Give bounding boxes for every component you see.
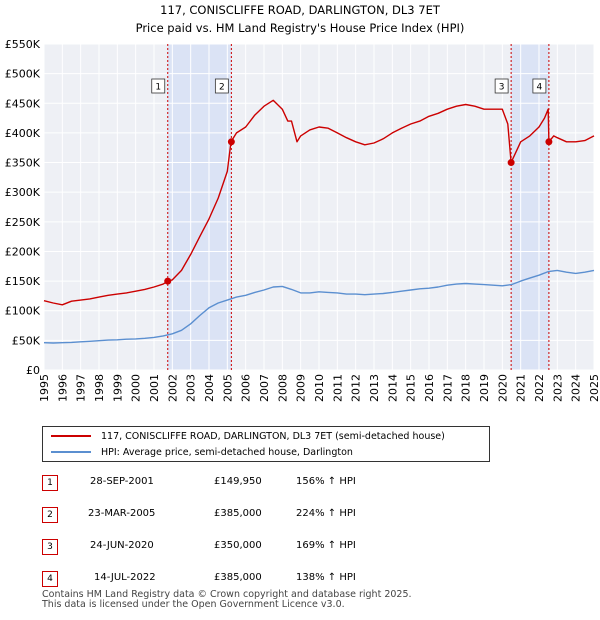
transaction-marker-label-4: 4 (537, 83, 543, 93)
y-tick-label: £400K (5, 127, 41, 140)
x-tick-label: 2023 (551, 374, 564, 402)
legend-swatch-hpi (51, 451, 91, 453)
x-tick-label: 2000 (130, 374, 143, 402)
shaded-range-2 (511, 44, 549, 370)
chart-subtitle: Price paid vs. HM Land Registry's House … (136, 21, 465, 35)
x-tick-label: 2017 (441, 374, 454, 402)
x-tick-label: 2012 (350, 374, 363, 402)
transaction-marker-label-3: 3 (499, 83, 505, 93)
x-tick-label: 2002 (166, 374, 179, 402)
x-tick-label: 2009 (295, 374, 308, 402)
legend-label-property: 117, CONISCLIFFE ROAD, DARLINGTON, DL3 7… (101, 430, 445, 442)
table-row: 1 28-SEP-2001 £149,950 156% ↑ HPI (42, 475, 442, 495)
series-line-property (43, 99, 595, 306)
transaction-number: 2 (42, 507, 58, 523)
x-tick-label: 1997 (75, 374, 88, 402)
x-tick-label: 2010 (313, 374, 326, 402)
transaction-date: 14-JUL-2022 (94, 572, 156, 583)
footer: Contains HM Land Registry data © Crown c… (42, 590, 412, 610)
x-tick-label: 1996 (56, 374, 69, 402)
x-tick-label: 2003 (185, 374, 198, 402)
x-tick-label: 1999 (111, 374, 124, 402)
x-tick-label: 2020 (496, 374, 509, 402)
x-tick-label: 2007 (258, 374, 271, 402)
legend-label-hpi: HPI: Average price, semi-detached house,… (101, 446, 353, 458)
price-chart: 117, CONISCLIFFE ROAD, DARLINGTON, DL3 7… (5, 3, 600, 402)
x-tick-label: 2006 (240, 374, 253, 402)
transaction-point-3 (507, 159, 515, 167)
transaction-number: 4 (42, 571, 58, 587)
transaction-price: £350,000 (214, 540, 262, 551)
x-tick-label: 2021 (515, 374, 528, 402)
y-tick-label: £250K (5, 216, 41, 229)
legend: 117, CONISCLIFFE ROAD, DARLINGTON, DL3 7… (42, 426, 490, 462)
y-tick-label: £50K (12, 334, 41, 347)
legend-item-property: 117, CONISCLIFFE ROAD, DARLINGTON, DL3 7… (51, 429, 445, 443)
x-tick-label: 2015 (405, 374, 418, 402)
x-tick-label: 1998 (93, 374, 106, 402)
transaction-price: £385,000 (214, 508, 262, 519)
table-row: 2 23-MAR-2005 £385,000 224% ↑ HPI (42, 507, 442, 527)
transaction-price: £149,950 (214, 476, 262, 487)
transaction-marker-box-4 (532, 78, 547, 94)
transaction-point-1 (164, 277, 172, 285)
x-tick-label: 2019 (478, 374, 491, 402)
x-tick-label: 2011 (331, 374, 344, 402)
transaction-number: 1 (42, 475, 58, 491)
transaction-marker-box-2 (214, 78, 229, 94)
y-tick-label: £500K (5, 68, 41, 81)
legend-swatch-property (51, 435, 91, 437)
footer-licence: This data is licensed under the Open Gov… (42, 599, 345, 610)
transaction-hpi: 169% ↑ HPI (296, 540, 356, 551)
x-tick-label: 2018 (460, 374, 473, 402)
transaction-hpi: 138% ↑ HPI (296, 572, 356, 583)
chart-title: 117, CONISCLIFFE ROAD, DARLINGTON, DL3 7… (160, 3, 441, 17)
transaction-hpi: 156% ↑ HPI (296, 476, 356, 487)
y-tick-label: £450K (5, 97, 41, 110)
transaction-date: 24-JUN-2020 (90, 540, 154, 551)
x-tick-label: 2013 (368, 374, 381, 402)
legend-item-hpi: HPI: Average price, semi-detached house,… (51, 445, 353, 459)
y-tick-label: £0 (26, 364, 40, 377)
y-tick-label: £200K (5, 245, 41, 258)
transaction-date: 28-SEP-2001 (90, 476, 154, 487)
x-tick-label: 2024 (570, 374, 583, 402)
y-tick-label: £350K (5, 157, 41, 170)
y-tick-label: £150K (5, 275, 41, 288)
transaction-marker-label-1: 1 (155, 83, 161, 93)
x-tick-label: 2005 (221, 374, 234, 402)
table-row: 4 14-JUL-2022 £385,000 138% ↑ HPI (42, 571, 442, 591)
series-line-hpi (43, 269, 595, 344)
transaction-marker-box-1 (151, 78, 166, 94)
y-tick-label: £550K (5, 38, 41, 51)
x-tick-label: 2004 (203, 374, 216, 402)
transaction-date: 23-MAR-2005 (88, 508, 156, 519)
x-tick-label: 2008 (276, 374, 289, 402)
footer-copyright: Contains HM Land Registry data © Crown c… (42, 589, 412, 600)
transaction-marker-label-2: 2 (219, 83, 225, 93)
x-tick-label: 2014 (386, 374, 399, 402)
y-tick-label: £100K (5, 305, 41, 318)
y-tick-label: £300K (5, 186, 41, 199)
x-tick-label: 1995 (38, 374, 51, 402)
transaction-point-2 (227, 138, 235, 146)
x-tick-label: 2025 (588, 374, 600, 402)
table-row: 3 24-JUN-2020 £350,000 169% ↑ HPI (42, 539, 442, 559)
x-tick-label: 2022 (533, 374, 546, 402)
transaction-marker-box-3 (494, 78, 509, 94)
transaction-hpi: 224% ↑ HPI (296, 508, 356, 519)
transaction-point-4 (545, 138, 553, 146)
transaction-number: 3 (42, 539, 58, 555)
transaction-price: £385,000 (214, 572, 262, 583)
x-tick-label: 2016 (423, 374, 436, 402)
x-tick-label: 2001 (148, 374, 161, 402)
